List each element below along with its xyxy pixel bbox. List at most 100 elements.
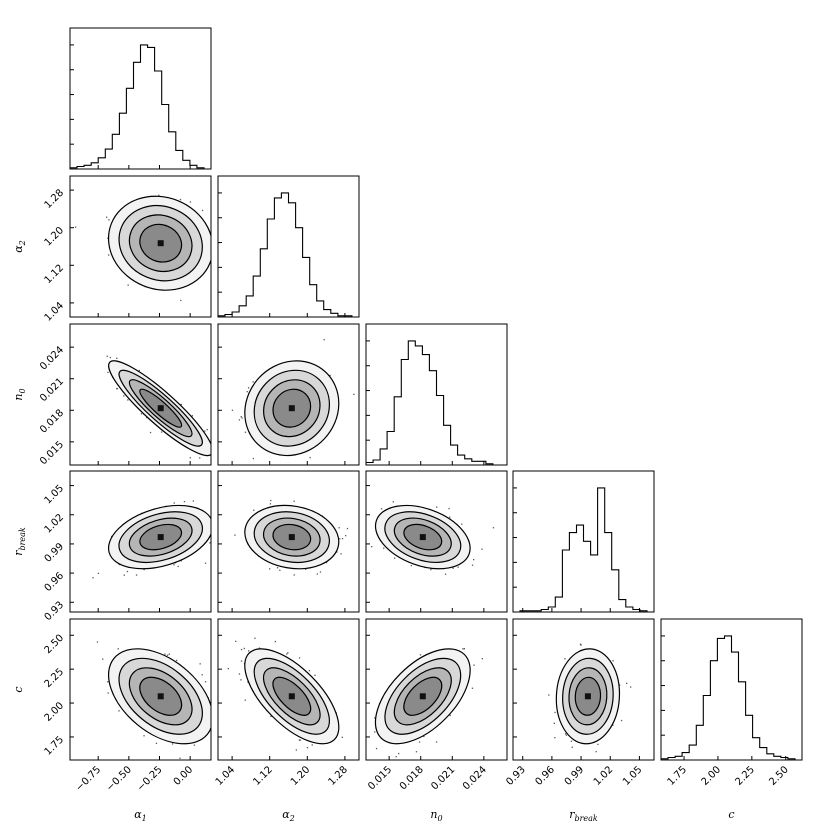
histogram-bars-n0: [366, 340, 507, 465]
histogram-bars-a2: [218, 192, 359, 317]
panel-frame-n0-n0: [365, 323, 508, 466]
x-tick-label-a1: −0.75: [74, 764, 103, 793]
panel-frame-a2-a1: [69, 175, 212, 318]
y-tick-label-a2: 1.20: [43, 225, 67, 249]
panel-frame-c-a2: [217, 618, 360, 761]
contour-n0-vs-a1: [108, 360, 211, 457]
y-tick-label-rb: 0.93: [43, 600, 67, 624]
density-peak-rb-vs-a2: [288, 534, 295, 541]
scatter-panel-rb-vs-a1: [92, 500, 211, 579]
scatter-panel-c-vs-a2: [227, 637, 343, 760]
scatter-panel-c-vs-n0: [374, 648, 483, 758]
contour-rb-vs-a2: [244, 504, 340, 570]
y-tick-label-n0: 0.015: [38, 439, 66, 467]
contour-n0-vs-a1: [128, 379, 193, 438]
histogram-a2: [218, 192, 359, 317]
x-tick-label-n0: 0.021: [429, 764, 457, 792]
panel-frame-c-n0: [365, 618, 508, 761]
contour-c-vs-a1: [139, 676, 183, 716]
x-tick-label-a1: 0.00: [172, 764, 196, 788]
x-tick-label-c: 2.00: [700, 764, 724, 788]
y-axis-label-c: c: [12, 686, 25, 692]
x-tick-label-c: 2.25: [733, 764, 757, 788]
x-axis-label-a1: α1: [134, 808, 147, 823]
contour-rb-vs-a2: [262, 517, 321, 557]
density-peak-n0-vs-a1: [157, 405, 164, 412]
y-tick-label-rb: 1.05: [43, 483, 67, 507]
y-axis-label-rb: rbreak: [12, 527, 27, 556]
contour-a2-vs-a1: [139, 223, 183, 263]
x-axis-label-a2: α2: [282, 808, 295, 823]
x-tick-label-c: 1.75: [666, 764, 690, 788]
histogram-n0: [366, 340, 507, 465]
y-tick-label-a2: 1.28: [43, 187, 67, 211]
histogram-bars-a1: [70, 44, 211, 169]
panel-frame-rb-n0: [365, 470, 508, 613]
x-tick-label-a2: 1.04: [214, 764, 238, 788]
x-tick-label-rb: 1.05: [621, 764, 645, 788]
x-tick-label-a2: 1.20: [289, 764, 313, 788]
x-tick-label-c: 2.50: [767, 764, 791, 788]
contour-n0-vs-a2: [263, 379, 321, 438]
contour-rb-vs-a1: [118, 511, 203, 564]
x-axis-label-c: c: [728, 808, 734, 821]
y-tick-label-a2: 1.04: [43, 300, 67, 324]
scatter-panel-n0-vs-a2: [231, 339, 355, 460]
contour-rb-vs-a1: [128, 517, 193, 557]
density-peak-rb-vs-a1: [157, 534, 164, 541]
y-tick-label-n0: 0.018: [38, 408, 66, 436]
panel-frame-a1-a1: [69, 27, 212, 170]
contour-a2-vs-a1: [128, 214, 193, 273]
contour-rb-vs-n0: [403, 523, 443, 551]
contour-rb-vs-a2: [272, 523, 312, 551]
contour-c-vs-rb: [555, 648, 621, 745]
contour-c-vs-a1: [118, 657, 203, 735]
histogram-c: [661, 635, 802, 760]
contour-c-vs-a2: [272, 676, 312, 716]
contour-c-vs-n0: [393, 667, 452, 726]
panel-frame-c-rb: [512, 618, 655, 761]
contour-c-vs-n0: [403, 676, 443, 716]
contour-rb-vs-a2: [253, 511, 330, 564]
y-axis-label-n0: n0: [12, 388, 27, 400]
panel-frame-c-a1: [69, 618, 212, 761]
y-tick-label-rb: 1.02: [43, 512, 67, 536]
panel-frame-n0-a2: [217, 323, 360, 466]
contour-a2-vs-a1: [107, 195, 211, 291]
histogram-bars-c: [661, 635, 802, 760]
panel-frame-n0-a1: [69, 323, 212, 466]
contour-a2-vs-a1: [118, 205, 203, 282]
contour-c-vs-rb: [568, 667, 608, 726]
panel-frame-rb-a2: [217, 470, 360, 613]
scatter-panel-rb-vs-a2: [234, 499, 349, 576]
histogram-rb: [513, 487, 654, 612]
contour-n0-vs-a2: [244, 360, 340, 457]
y-tick-label-a2: 1.12: [43, 263, 67, 287]
contour-rb-vs-n0: [384, 511, 462, 563]
density-peak-c-vs-rb: [584, 693, 591, 700]
contour-c-vs-a2: [244, 648, 340, 745]
contour-c-vs-rb: [562, 657, 614, 735]
y-tick-label-c: 2.25: [43, 667, 67, 691]
x-tick-label-a2: 1.12: [251, 764, 275, 788]
x-axis-label-n0: n0: [430, 808, 442, 823]
contour-c-vs-rb: [574, 676, 602, 716]
x-tick-label-rb: 1.02: [592, 764, 616, 788]
density-peak-n0-vs-a2: [288, 405, 295, 412]
y-tick-label-n0: 0.021: [38, 376, 66, 404]
contour-c-vs-n0: [374, 648, 471, 745]
panel-frame-c-c: [660, 618, 803, 761]
contour-c-vs-a2: [253, 657, 331, 735]
y-tick-label-rb: 0.99: [43, 541, 67, 565]
x-tick-label-rb: 0.96: [533, 764, 557, 788]
y-tick-label-c: 2.00: [43, 700, 67, 724]
y-tick-label-rb: 0.96: [43, 570, 67, 594]
scatter-panel-c-vs-a1: [96, 641, 211, 759]
scatter-panel-a2-vs-a1: [74, 194, 211, 302]
contour-n0-vs-a1: [118, 369, 203, 447]
density-peak-c-vs-a2: [288, 693, 295, 700]
density-peak-c-vs-a1: [157, 693, 164, 700]
histogram-bars-rb: [513, 487, 654, 612]
density-peak-rb-vs-n0: [419, 534, 426, 541]
